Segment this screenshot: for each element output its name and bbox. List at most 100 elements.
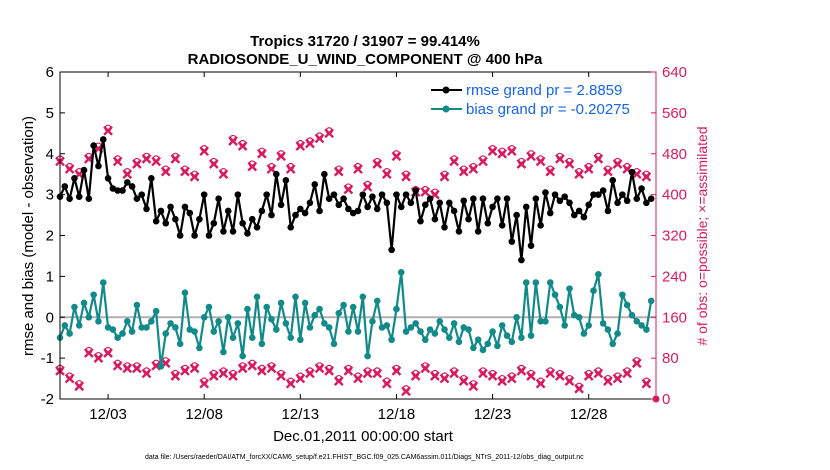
obs-assimilated-point-12z [141,368,152,379]
obs-assimilated-point-12z [132,363,142,374]
obs-assimilated-point-12z [353,373,363,384]
series-point-1 [311,311,319,319]
obs-assimilated-point-00z [180,166,190,177]
series-point-0 [71,174,78,182]
series-point-1 [643,326,650,333]
obs-assimilated-point-00z [112,156,123,167]
obs-assimilated-point-00z [497,148,508,159]
series-point-1 [292,293,299,301]
obs-assimilated-point-12z [641,378,652,389]
series-point-1 [522,279,530,286]
series-point-1 [474,336,482,344]
series-point-1 [325,324,333,331]
series-point-1 [369,318,376,325]
obs-assimilated-point-00z [401,171,411,182]
obs-assimilated-point-00z [257,148,267,159]
series-point-0 [633,195,641,203]
obs-assimilated-point-12z [535,378,546,389]
series-point-0 [354,207,362,215]
series-point-0 [566,199,573,207]
obs-assimilated-point-12z [103,348,113,358]
series-point-0 [532,195,540,203]
obs-assimilated-point-00z [103,125,113,136]
y-axis-left: -2 -1 0 1 2 3 4 5 6 [41,64,65,408]
series-point-0 [311,181,319,188]
series-point-0 [604,207,612,215]
obs-assimilated-point-00z [362,182,373,192]
y-right-tick-label: 480 [662,146,687,163]
series-point-1 [244,305,251,313]
obs-assimilated-point-00z [295,141,306,151]
series-point-1 [71,303,78,311]
series-point-0 [585,201,593,209]
series-point-0 [263,191,270,198]
series-point-1 [162,330,170,337]
series-point-0 [551,191,559,198]
x-tick-label: 12/28 [570,406,608,423]
series-point-0 [282,177,290,184]
obs-assimilated-point-12z [449,368,459,379]
series-point-1 [220,348,227,356]
obs-assimilated-point-00z [372,159,383,169]
series-point-0 [537,221,544,229]
obs-assimilated-point-00z [641,171,652,182]
series-point-0 [200,191,208,198]
obs-assimilated-point-00z [218,169,229,180]
series-point-1 [85,313,93,321]
series-point-1 [148,318,155,325]
series-point-0 [66,195,73,203]
obs-assimilated-point-12z [401,386,411,397]
series-point-0 [383,199,391,207]
obs-assimilated-point-00z [574,169,584,180]
series-point-1 [75,322,83,329]
series-point-0 [61,183,69,190]
series-point-0 [325,195,333,203]
series-point-0 [186,209,194,217]
obs-assimilated-point-12z [458,376,469,386]
series-point-0 [479,195,487,203]
y-tick-label: 1 [46,268,54,285]
y-axis-right-label: # of obs: o=possible; ×=assimilated [694,126,710,345]
obs-assimilated-point-12z [574,383,584,394]
series-point-0 [609,177,617,184]
series-point-1 [364,352,371,360]
series-point-1 [489,328,496,335]
series-point-0 [301,209,309,217]
series-point-1 [297,336,304,344]
obs-assimilated-point-12z [237,363,248,374]
series-point-0 [210,219,218,227]
series-point-1 [133,301,141,309]
series-point-1 [268,315,275,323]
series-point-0 [277,201,285,209]
plot-area [60,72,656,399]
y-tick-label: 5 [46,105,54,122]
series-point-1 [412,320,419,327]
series-point-0 [623,197,631,205]
obs-assimilated-point-12z [612,373,623,384]
series-point-1 [138,324,146,331]
y-axis-label: rmse and bias (model - observation) [20,116,37,356]
series-point-0 [234,191,242,198]
obs-assimilated-point-12z [372,368,383,379]
series-point-0 [119,187,126,194]
obs-assimilated-point-00z [208,159,219,169]
obs-assimilated-point-12z [439,373,450,384]
y-right-tick-label: 80 [662,350,679,367]
legend-rmse-marker [442,86,450,94]
y-axis-right: 0 80 160 240 320 400 480 560 640 [651,64,687,408]
series-point-0 [402,191,410,198]
obs-assimilated-point-12z [526,371,536,381]
series-point-1 [335,309,343,317]
series-point-0 [590,191,597,198]
y-right-tick-label: 240 [662,268,687,285]
series-point-0 [162,219,170,227]
series-point-1 [455,338,463,346]
series-point-1 [623,301,631,309]
series-point-1 [152,307,160,315]
series-point-0 [268,211,275,219]
obs-assimilated-point-00z [449,156,459,167]
series-point-1 [388,336,395,344]
series-point-1 [200,313,208,321]
series-point-0 [431,215,439,223]
series-point-1 [123,318,131,325]
